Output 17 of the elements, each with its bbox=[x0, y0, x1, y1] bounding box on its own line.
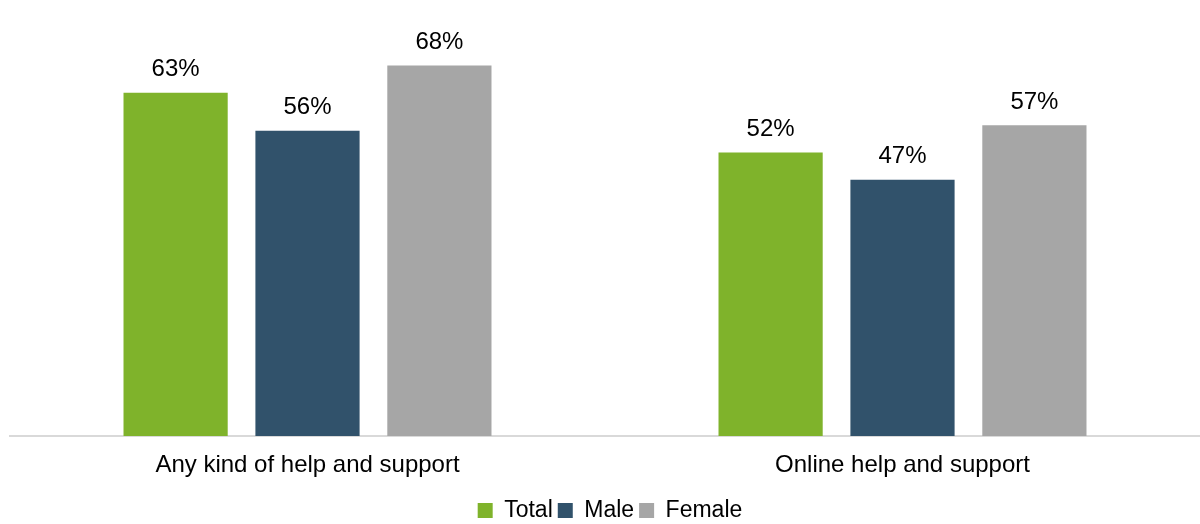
data-label: 63% bbox=[151, 54, 200, 82]
bar bbox=[387, 65, 492, 436]
data-label: 52% bbox=[746, 114, 795, 142]
bar bbox=[718, 152, 823, 436]
bar bbox=[255, 130, 360, 436]
data-label: 56% bbox=[283, 92, 332, 120]
legend-label: Female bbox=[665, 495, 743, 522]
x-tick-label: Any kind of help and support bbox=[155, 449, 460, 477]
data-label: 47% bbox=[878, 141, 927, 169]
legend-label: Male bbox=[584, 495, 635, 522]
data-label: 68% bbox=[415, 27, 464, 55]
x-tick-label: Online help and support bbox=[775, 449, 1031, 477]
bar bbox=[123, 92, 228, 436]
legend-label: Total bbox=[504, 495, 553, 522]
bar bbox=[982, 125, 1087, 436]
data-label: 57% bbox=[1010, 86, 1059, 114]
bar bbox=[850, 179, 955, 436]
